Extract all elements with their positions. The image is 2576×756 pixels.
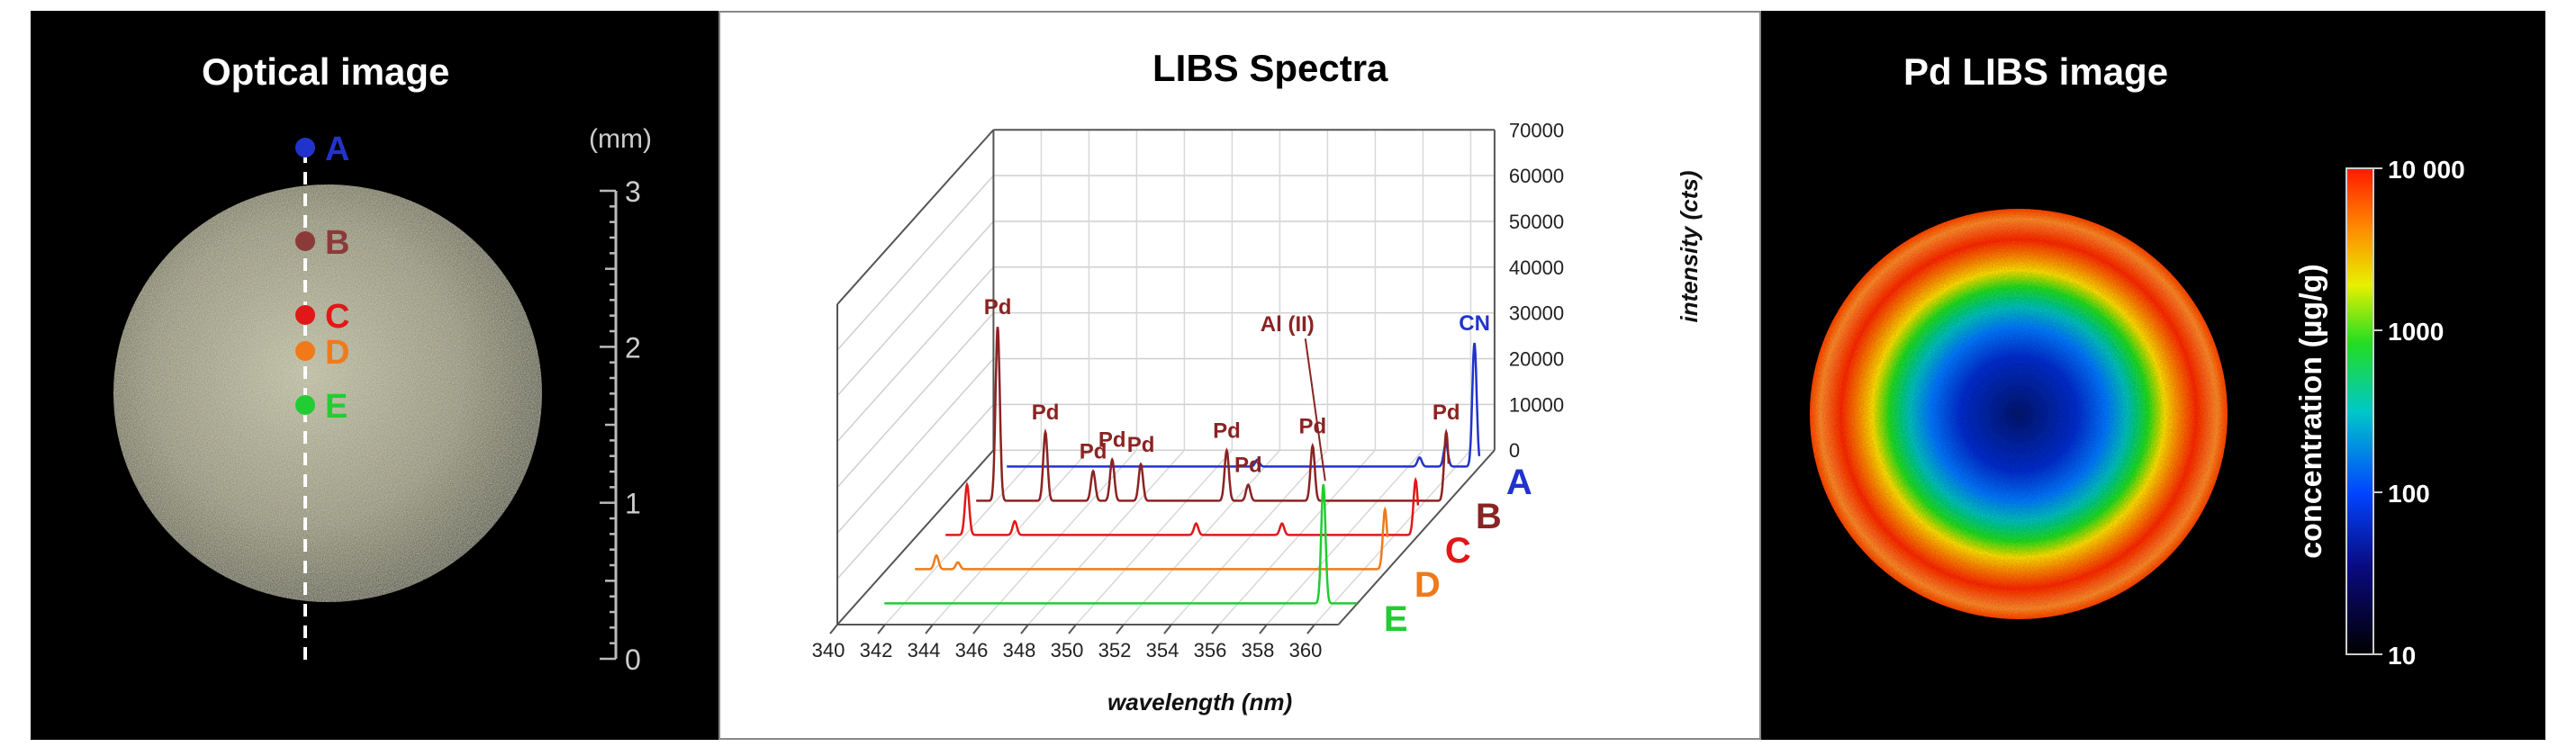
scale-tick-label: 1 xyxy=(625,488,641,520)
x-tick-label: 340 xyxy=(812,639,845,662)
point-label-b: B xyxy=(325,224,349,262)
scale-unit-label: (mm) xyxy=(589,124,652,154)
point-marker-d xyxy=(295,341,315,361)
point-marker-c xyxy=(295,305,315,325)
annotation-pd: Pd xyxy=(1234,454,1262,478)
chart-frame xyxy=(836,129,1496,626)
annotation-pd: Pd xyxy=(1213,419,1241,444)
series-label-b: B xyxy=(1476,497,1502,536)
series-label-d: D xyxy=(1415,565,1441,605)
point-marker-a xyxy=(295,138,315,158)
colorbar-tick-label: 1000 xyxy=(2388,318,2444,346)
x-tick-label: 342 xyxy=(860,639,893,662)
colorbar xyxy=(2346,167,2374,655)
pd-libs-image-figure: 10 000 1000 100 10 concentration (µg/g) xyxy=(1810,156,2465,670)
x-tick-label: 352 xyxy=(1098,639,1132,662)
x-tick-label: 346 xyxy=(955,639,989,662)
colorbar-tick-label: 10 000 xyxy=(2388,156,2465,184)
pellet-sample xyxy=(113,184,542,602)
z-tick-label: 0 xyxy=(1509,439,1520,462)
annotation-pd: Pd xyxy=(984,295,1012,320)
z-tick-label: 70000 xyxy=(1509,119,1564,141)
point-label-e: E xyxy=(325,388,348,426)
colorbar-tick-label: 100 xyxy=(2388,480,2430,508)
annotation-pd: Pd xyxy=(1080,439,1107,464)
point-label-d: D xyxy=(325,334,349,372)
annotation-pd: Pd xyxy=(1127,433,1155,457)
point-marker-b xyxy=(295,231,315,251)
z-axis-label: intensity (cts) xyxy=(1676,170,1703,322)
annotation-al-ii: Al (II) xyxy=(1261,312,1315,337)
annotation-pd: Pd xyxy=(1299,414,1327,438)
x-tick-label: 354 xyxy=(1146,639,1180,662)
x-tick-label: 350 xyxy=(1051,639,1084,662)
annotation-cn: CN xyxy=(1459,311,1490,336)
colorbar-label: concentration (µg/g) xyxy=(2294,264,2328,558)
scale-tick-label: 2 xyxy=(625,331,641,364)
optical-image-title: Optical image xyxy=(202,50,450,93)
z-tick-label: 60000 xyxy=(1509,165,1564,187)
series-line-b xyxy=(976,327,1451,502)
x-tick-label: 358 xyxy=(1242,639,1275,662)
libs-image-title: Pd LIBS image xyxy=(1903,50,2169,93)
annotation-pd: Pd xyxy=(1032,400,1060,425)
x-tick-label: 344 xyxy=(908,639,941,662)
z-tick-label: 10000 xyxy=(1509,393,1564,416)
x-tick-label: 356 xyxy=(1194,639,1227,662)
z-tick-label: 20000 xyxy=(1509,348,1564,371)
z-tick-label: 30000 xyxy=(1509,302,1564,325)
x-tick-label: 360 xyxy=(1289,639,1323,662)
libs-spectra-panel: LIBS Spectra 340 342 344 346 348 350 352 354 356… xyxy=(719,11,1761,740)
point-label-a: A xyxy=(325,130,349,168)
x-tick-label: 348 xyxy=(1003,639,1036,662)
z-tick-label: 40000 xyxy=(1509,256,1564,279)
pd-libs-image-panel: Pd LIBS image xyxy=(1761,11,2545,740)
series-label-e: E xyxy=(1384,599,1408,639)
series-label-a: A xyxy=(1506,463,1532,502)
point-label-c: C xyxy=(325,298,349,336)
libs-spectra-chart: 340 342 344 346 348 350 352 354 356 358 360 70000 60… xyxy=(812,119,1703,716)
colorbar-tick-label: 10 xyxy=(2388,642,2416,670)
annotation-pd: Pd xyxy=(1433,400,1460,425)
annotation-pd: Pd xyxy=(1098,428,1126,453)
chart-title: LIBS Spectra xyxy=(1152,47,1388,89)
annotation-arrow xyxy=(1304,338,1326,482)
pd-concentration-map xyxy=(1810,209,2228,619)
z-tick-label: 50000 xyxy=(1509,211,1564,233)
series-label-c: C xyxy=(1445,531,1471,571)
series-line-e xyxy=(884,484,1357,605)
series-line-c xyxy=(945,476,1420,536)
mm-scale-bar: 3 2 1 0 xyxy=(600,176,641,676)
scale-tick-label: 3 xyxy=(625,176,641,208)
point-marker-e xyxy=(295,395,315,415)
scale-tick-label: 0 xyxy=(625,644,641,676)
x-axis-label: wavelength (nm) xyxy=(1107,688,1292,716)
series-line-a xyxy=(1007,342,1481,468)
series-line-d xyxy=(915,506,1389,571)
